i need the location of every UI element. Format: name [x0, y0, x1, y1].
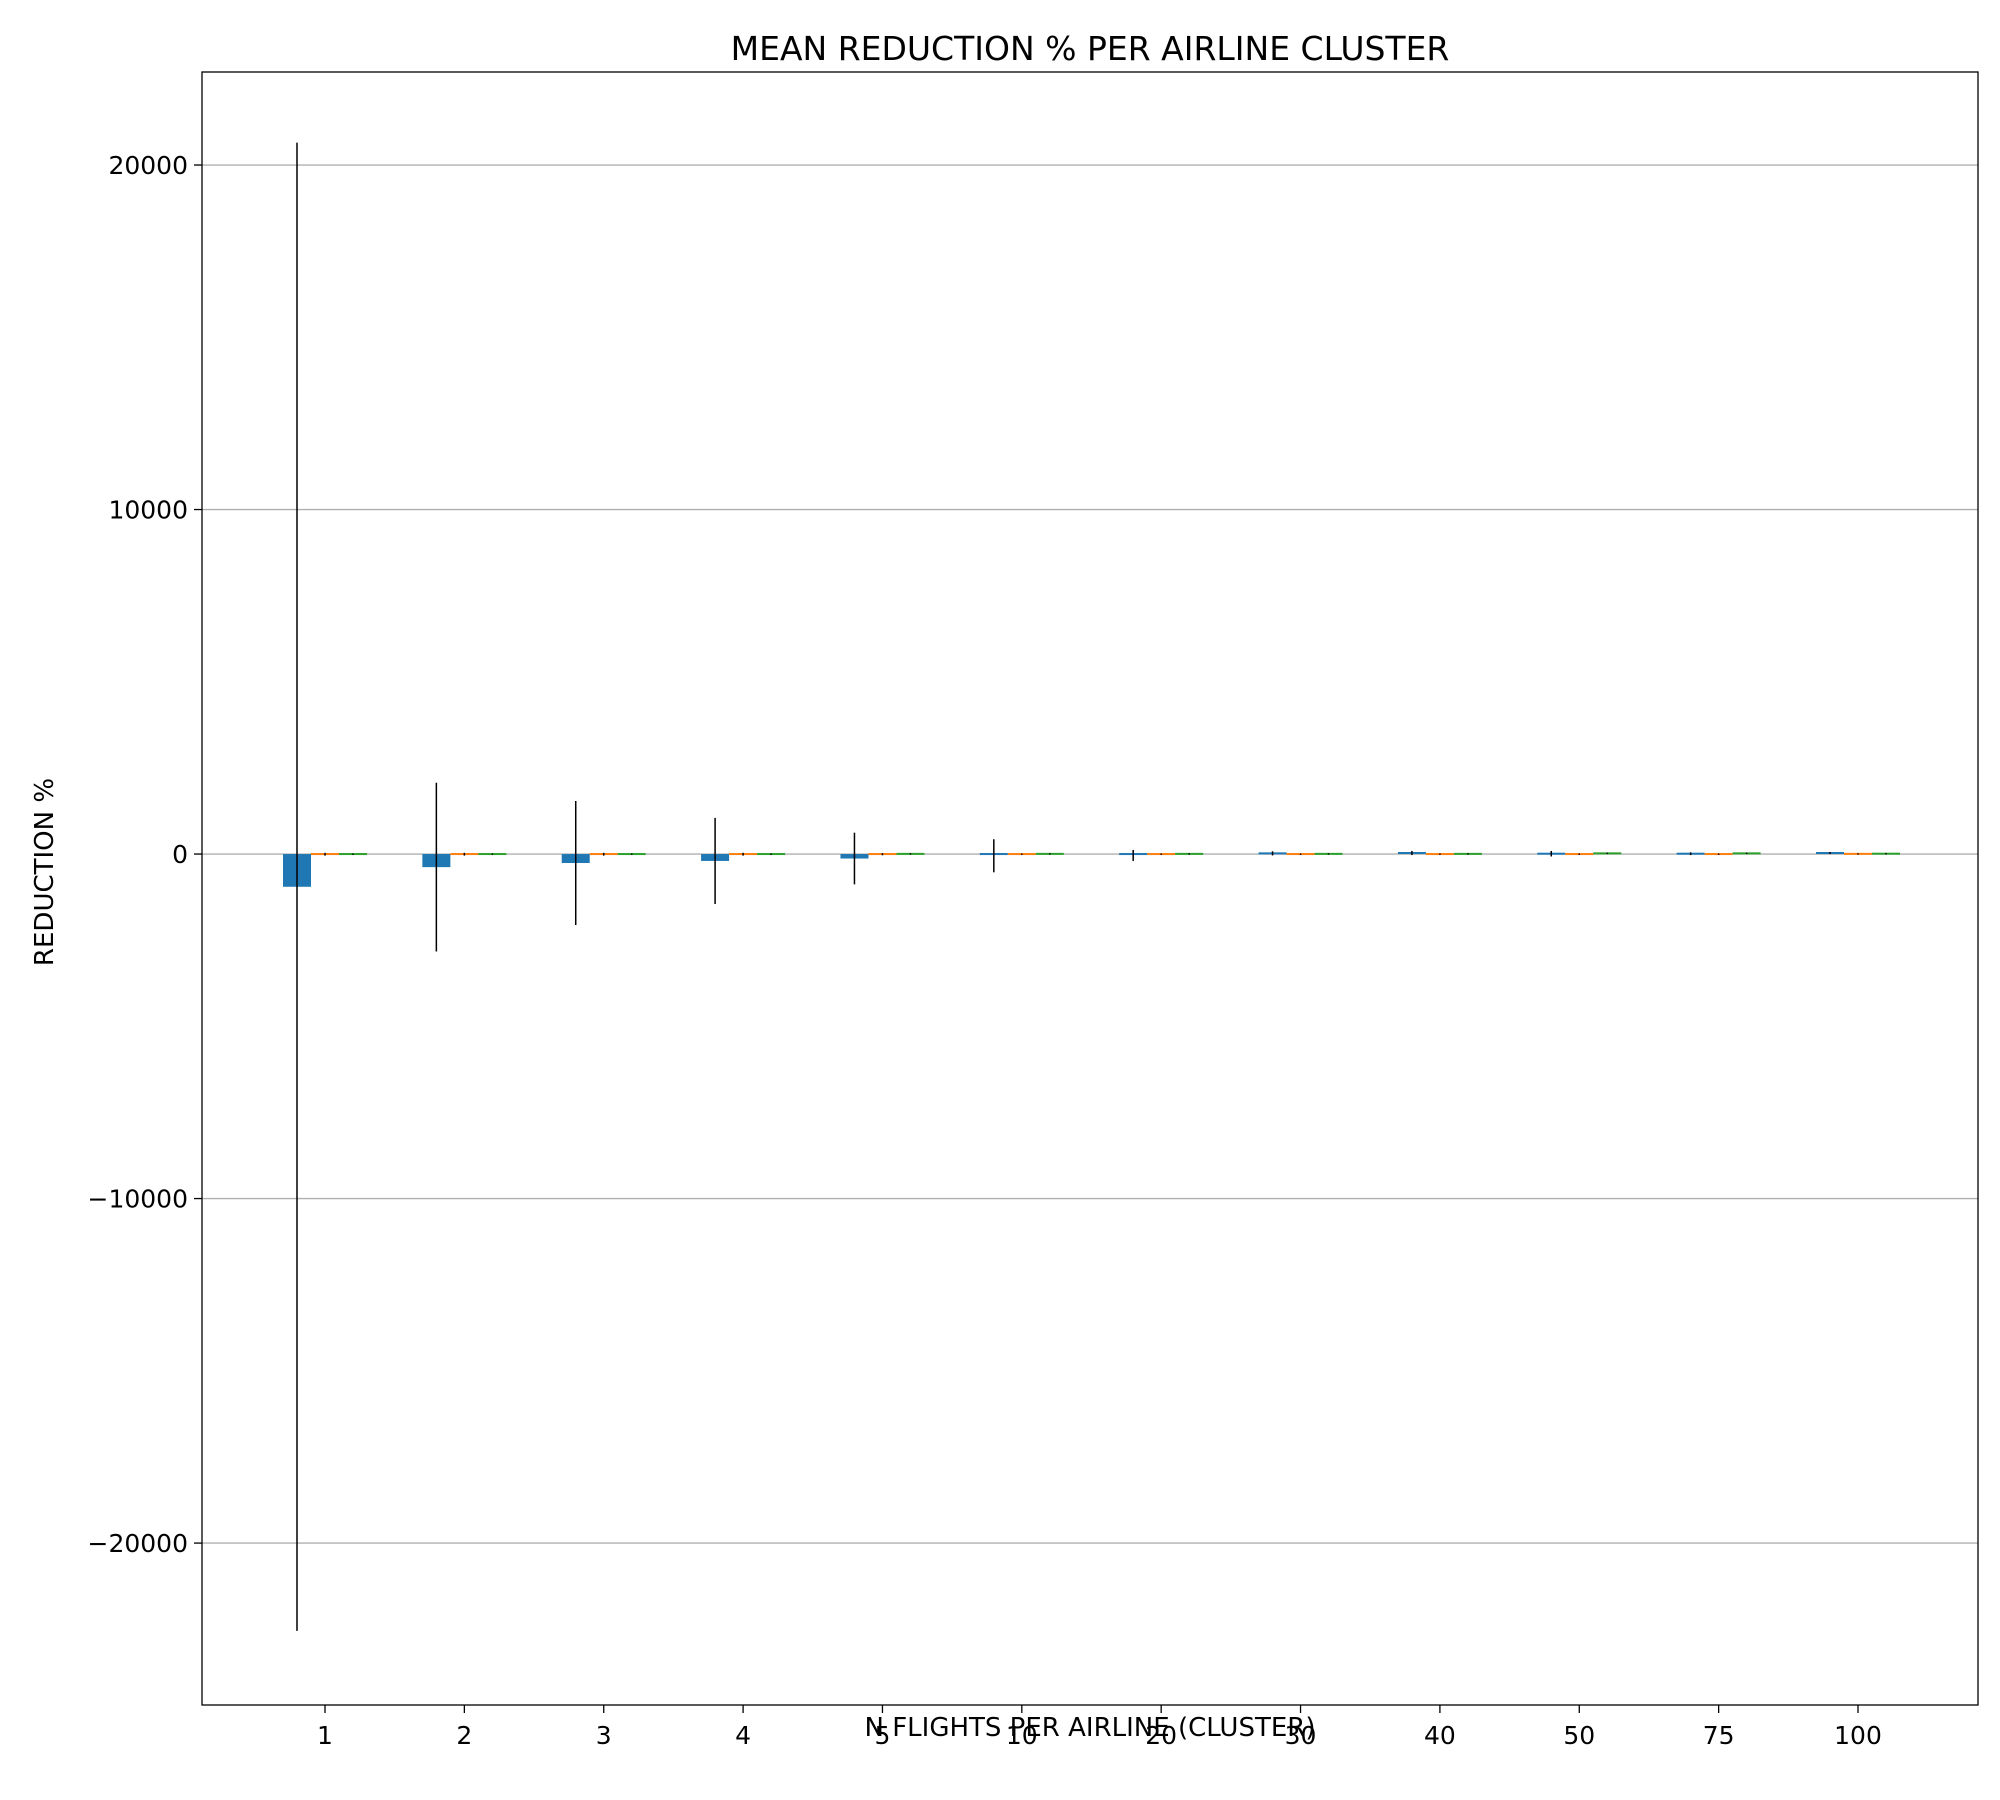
x-axis-label: N FLIGHTS PER AIRLINE (CLUSTER) [865, 1713, 1316, 1743]
x-tick-label: 3 [596, 1721, 612, 1750]
y-tick-label: −10000 [88, 1185, 188, 1214]
x-tick-label: 100 [1834, 1721, 1882, 1750]
x-tick-label: 2 [456, 1721, 472, 1750]
x-axis-ticks: 1 2 3 4 5 10 20 30 40 50 75 100 [317, 1705, 1882, 1750]
x-tick-label: 30 [1285, 1721, 1317, 1750]
x-tick-label: 50 [1563, 1721, 1595, 1750]
x-tick-label: 75 [1703, 1721, 1735, 1750]
plot-frame [201, 71, 1979, 1706]
y-tick-label: 0 [172, 840, 188, 869]
x-tick-label: 4 [735, 1721, 751, 1750]
chart-title: MEAN REDUCTION % PER AIRLINE CLUSTER [731, 29, 1450, 68]
error-bars [296, 142, 1887, 1631]
y-axis-ticks: 20000 10000 0 −10000 −20000 [88, 151, 202, 1558]
y-tick-label: 10000 [108, 496, 188, 525]
x-tick-label: 40 [1424, 1721, 1456, 1750]
x-tick-label: 1 [317, 1721, 333, 1750]
y-tick-label: −20000 [88, 1529, 188, 1558]
y-axis-label: REDUCTION % [30, 778, 60, 966]
x-tick-label: 5 [875, 1721, 891, 1750]
x-tick-label: 10 [1006, 1721, 1038, 1750]
x-tick-label: 20 [1145, 1721, 1177, 1750]
y-tick-label: 20000 [108, 151, 188, 180]
